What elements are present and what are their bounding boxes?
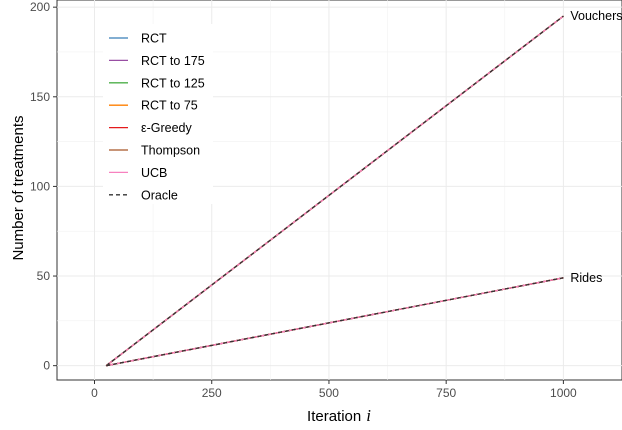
legend-label: ε-Greedy bbox=[141, 121, 192, 135]
series-end-label: Rides bbox=[570, 271, 602, 285]
series-lines bbox=[105, 15, 564, 367]
series-end-label: Vouchers bbox=[570, 9, 622, 23]
x-tick-label: 0 bbox=[91, 386, 98, 400]
y-tick-label: 100 bbox=[30, 179, 50, 193]
y-axis-title: Number of treatments bbox=[10, 115, 27, 260]
legend-label: Oracle bbox=[141, 188, 178, 202]
y-axis: 0 50 100 150 200 bbox=[30, 0, 57, 373]
legend: RCT RCT to 175 RCT to 125 RCT to 75 ε-Greedy… bbox=[103, 24, 213, 204]
x-tick-label: 250 bbox=[202, 386, 222, 400]
legend-label: RCT to 75 bbox=[141, 99, 198, 113]
x-axis-title-variable: i bbox=[366, 406, 371, 425]
legend-label: UCB bbox=[141, 166, 167, 180]
x-tick-label: 1000 bbox=[550, 386, 577, 400]
legend-label: RCT bbox=[141, 32, 167, 46]
y-tick-label: 0 bbox=[43, 359, 50, 373]
x-axis-title: Iteration i bbox=[307, 406, 371, 425]
x-axis: 0 250 500 750 1000 bbox=[91, 380, 577, 400]
legend-label: RCT to 175 bbox=[141, 54, 205, 68]
legend-label: Thompson bbox=[141, 144, 200, 158]
legend-label: RCT to 125 bbox=[141, 76, 205, 90]
series-line bbox=[106, 277, 564, 367]
series-end-labels: Vouchers Rides bbox=[570, 9, 622, 285]
legend-background bbox=[103, 24, 213, 204]
x-tick-label: 750 bbox=[436, 386, 456, 400]
x-tick-label: 500 bbox=[319, 386, 339, 400]
y-tick-label: 50 bbox=[37, 269, 51, 283]
y-tick-label: 150 bbox=[30, 90, 50, 104]
x-axis-title-text: Iteration bbox=[307, 408, 361, 425]
series-line bbox=[105, 15, 564, 367]
y-tick-label: 200 bbox=[30, 0, 50, 14]
